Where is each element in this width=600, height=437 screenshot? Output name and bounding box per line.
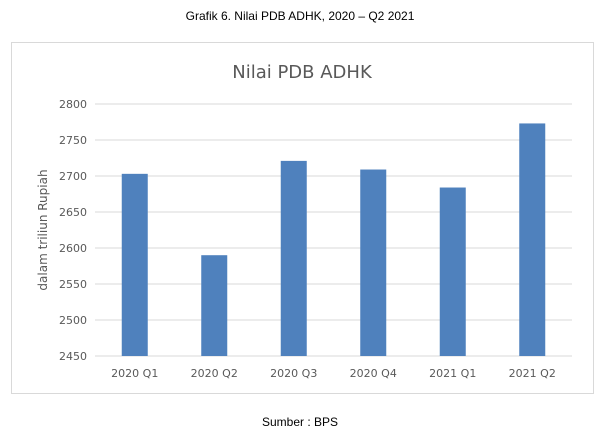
chart-title: Nilai PDB ADHK (232, 62, 373, 83)
y-tick-label: 2500 (59, 314, 87, 327)
y-tick-label: 2450 (59, 350, 87, 363)
source-caption: Sumber : BPS (261, 415, 339, 429)
x-tick-label: 2020 Q3 (270, 367, 317, 380)
x-tick-labels: 2020 Q1 2020 Q2 2020 Q3 2020 Q4 2021 Q1 2021 … (111, 367, 556, 380)
bar-2020-q1 (121, 173, 148, 356)
y-axis-label: dalam triliun Rupiah (36, 169, 50, 290)
x-tick-label: 2021 Q2 (509, 367, 556, 380)
bar-2021-q2 (519, 123, 546, 356)
x-tick-label: 2020 Q2 (191, 367, 238, 380)
gridlines (95, 103, 572, 357)
bars (121, 123, 546, 356)
bar-2021-q1 (439, 187, 466, 356)
bar-2020-q3 (280, 160, 307, 356)
x-tick-label: 2020 Q4 (350, 367, 397, 380)
bar-2020-q4 (360, 169, 387, 356)
y-tick-labels: 2450 2500 2550 2600 2650 2700 2750 2800 (59, 98, 87, 363)
y-tick-label: 2700 (59, 170, 87, 183)
y-tick-label: 2600 (59, 242, 87, 255)
x-tick-label: 2021 Q1 (429, 367, 476, 380)
figure-caption: Grafik 6. Nilai PDB ADHK, 2020 – Q2 2021 (185, 9, 415, 23)
y-tick-label: 2650 (59, 206, 87, 219)
x-tick-label: 2020 Q1 (111, 367, 158, 380)
y-tick-label: 2750 (59, 134, 87, 147)
y-tick-label: 2800 (59, 98, 87, 111)
y-tick-label: 2550 (59, 278, 87, 291)
bar-2020-q2 (201, 255, 228, 356)
